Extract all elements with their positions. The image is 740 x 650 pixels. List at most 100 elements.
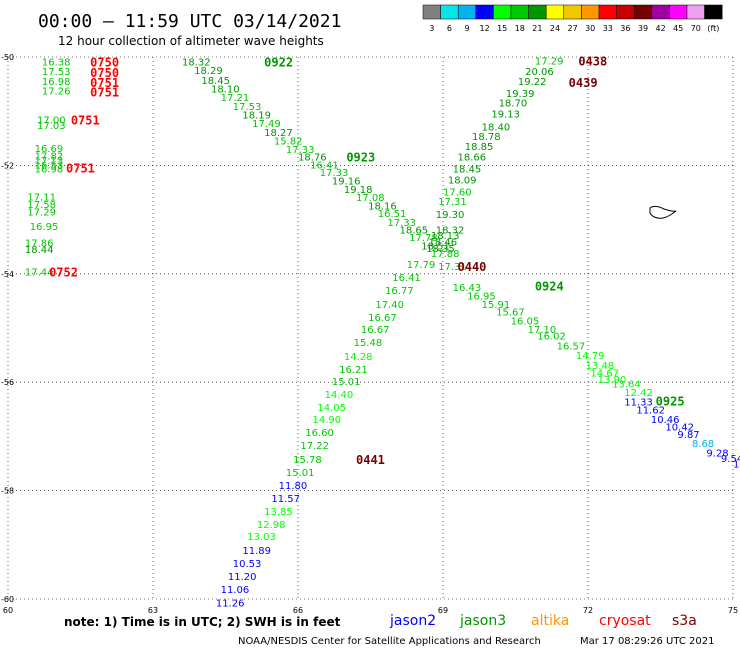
wave-height-label: 17.79 xyxy=(407,260,436,271)
wave-height-label: 16.41 xyxy=(310,160,339,171)
wave-height-label: 16.21 xyxy=(339,365,368,376)
wave-height-label: 12.42 xyxy=(624,388,653,399)
wave-height-label: 9.28 xyxy=(706,449,728,460)
legend-swatch xyxy=(704,4,723,20)
wave-height-label: 17.21 xyxy=(221,93,250,104)
wave-height-label: 11.89 xyxy=(242,546,271,557)
wave-height-label: 11.57 xyxy=(271,494,300,505)
legend-swatch xyxy=(493,4,512,20)
y-tick-label: -52 xyxy=(1,161,14,170)
pass-time-label: 0751 xyxy=(66,162,95,176)
pass-time-label: 0751 xyxy=(71,113,100,127)
wave-height-label: 17.53 xyxy=(42,67,71,78)
wave-height-label: 16.69 xyxy=(35,144,64,155)
wave-height-label: 18.13 xyxy=(431,231,460,242)
footer-timestamp: Mar 17 08:29:26 UTC 2021 xyxy=(580,636,715,647)
wave-height-label: 10.42 xyxy=(665,423,694,434)
wave-height-label: 16.98 xyxy=(42,77,71,88)
x-tick-label: 75 xyxy=(728,606,738,615)
wave-height-label: 17.31 xyxy=(438,262,467,273)
x-tick-label: 60 xyxy=(3,606,13,615)
legend-label: 3 xyxy=(429,24,434,33)
wave-height-label: 17.82 xyxy=(35,152,64,163)
pass-time-label: 0923 xyxy=(346,151,375,165)
chart-subtitle: 12 hour collection of altimeter wave hei… xyxy=(58,34,324,48)
wave-height-label: 15.91 xyxy=(482,300,511,311)
wave-height-label: 16.95 xyxy=(30,222,59,233)
wave-height-label: 17.00 xyxy=(37,115,66,126)
legend-swatch xyxy=(422,4,441,20)
wave-height-label: 9.87 xyxy=(677,430,699,441)
wave-height-label: 16.77 xyxy=(385,286,414,297)
wave-height-label: 18.35 xyxy=(426,244,455,255)
x-tick-label: 69 xyxy=(438,606,448,615)
wave-height-label: 16.98 xyxy=(35,165,64,176)
legend-label: 21 xyxy=(532,24,542,33)
wave-height-label: 9.54 xyxy=(721,454,740,465)
wave-height-label: 18.44 xyxy=(25,245,54,256)
wave-height-label: 17.13 xyxy=(35,156,64,167)
legend-swatch xyxy=(633,4,653,20)
wave-height-label: 15.67 xyxy=(496,308,525,319)
satellite-legend-cryosat: cryosat xyxy=(599,613,651,629)
wave-height-label: 18.40 xyxy=(482,122,511,133)
wave-height-label: 16.53 xyxy=(35,160,64,171)
footer-note: note: 1) Time is in UTC; 2) SWH is in fe… xyxy=(64,615,341,629)
wave-height-label: 17.58 xyxy=(27,200,56,211)
wave-height-label: 16.02 xyxy=(537,332,566,343)
pass-time-label: 0750 xyxy=(90,66,119,80)
grid xyxy=(7,56,734,600)
wave-height-label: 18.32 xyxy=(436,225,465,236)
legend-label: 15 xyxy=(497,24,507,33)
legend-swatch xyxy=(616,4,635,20)
legend-swatch xyxy=(457,4,477,20)
wave-height-label: 18.45 xyxy=(453,165,482,176)
wave-height-label: 18.16 xyxy=(368,202,397,213)
wave-height-label: 19.16 xyxy=(332,177,361,188)
wave-height-label: 14.05 xyxy=(317,403,346,414)
wave-height-label: 18.78 xyxy=(472,132,501,143)
legend-label: 18 xyxy=(515,24,525,33)
y-tick-label: -60 xyxy=(1,595,14,604)
legend-swatch xyxy=(686,4,705,20)
legend-swatch xyxy=(528,4,547,20)
pass-time-label: 0924 xyxy=(535,280,564,294)
wave-height-label: 17.33 xyxy=(387,218,416,229)
wave-height-label: 15.48 xyxy=(354,338,383,349)
wave-height-label: 16.05 xyxy=(511,316,540,327)
pass-time-label: 0440 xyxy=(458,260,487,274)
legend-swatch xyxy=(581,4,600,20)
wave-height-label: 19.30 xyxy=(436,210,465,221)
wave-height-label: 15.01 xyxy=(332,377,361,388)
legend-label: 42 xyxy=(656,24,666,33)
wave-height-label: 16.57 xyxy=(557,341,586,352)
legend-swatch xyxy=(440,4,459,20)
pass-time-label: 0751 xyxy=(90,76,119,90)
wave-height-label: 18.29 xyxy=(194,66,223,77)
legend-swatch xyxy=(510,4,529,20)
x-tick-label: 72 xyxy=(583,606,593,615)
wave-height-label: 17.49 xyxy=(252,119,281,130)
wave-height-label: 17.03 xyxy=(37,121,66,132)
wave-height-label: 11.06 xyxy=(221,585,250,596)
legend-swatch xyxy=(651,4,670,20)
wave-height-label: 17.44 xyxy=(25,268,54,279)
wave-height-label: 10 xyxy=(733,460,740,471)
wave-height-label: 15.01 xyxy=(286,468,315,479)
wave-height-label: 17.33 xyxy=(286,145,315,156)
satellite-legend-jason3: jason3 xyxy=(459,613,506,629)
legend-label: (ft) xyxy=(707,24,719,33)
legend-label: 45 xyxy=(673,24,683,33)
legend-label: 6 xyxy=(447,24,452,33)
wave-height-label: 19.18 xyxy=(344,185,373,196)
legend-label: 9 xyxy=(464,24,469,33)
satellite-legend: jason2 jason3 altika cryosat s3a xyxy=(389,613,697,629)
wave-height-label: 11.80 xyxy=(279,481,308,492)
wave-height-label: 16.51 xyxy=(378,209,407,220)
wave-height-label: 11.20 xyxy=(228,572,257,583)
legend-label: 12 xyxy=(480,24,490,33)
y-tick-label: -54 xyxy=(1,270,14,279)
wave-height-label: 13.85 xyxy=(264,507,293,518)
